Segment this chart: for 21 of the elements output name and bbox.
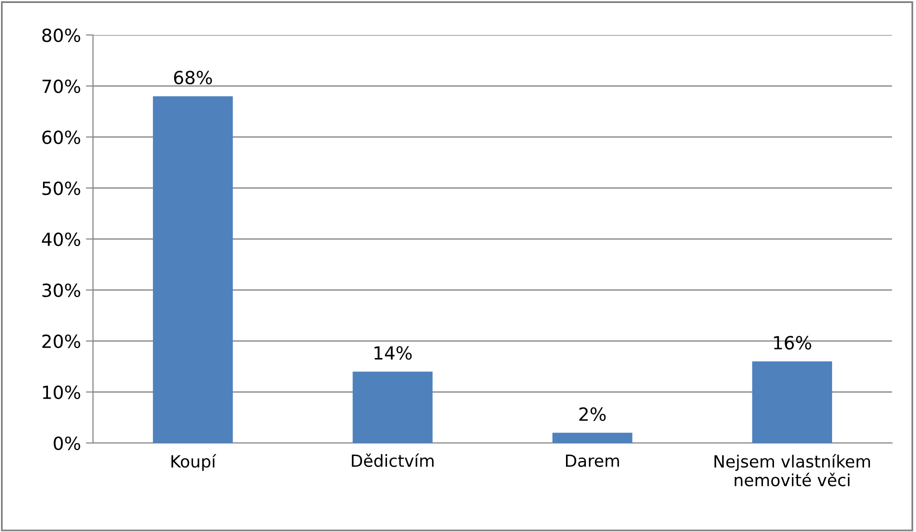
y-tick-label: 60%: [42, 130, 80, 144]
data-label: 14%: [374, 346, 412, 360]
y-tick-label: 10%: [43, 385, 80, 400]
y-tick-label: 50%: [42, 181, 80, 196]
data-label: 2%: [579, 407, 606, 421]
x-tick-label: Nejsem vlastníkem nemovité věci: [714, 454, 870, 486]
data-label: 16%: [774, 336, 812, 350]
x-tick-label: Darem: [566, 454, 619, 468]
data-label: 68%: [174, 70, 212, 84]
y-tick-label: 40%: [42, 232, 80, 246]
y-tick-label: 80%: [42, 28, 80, 42]
y-tick-label: 70%: [42, 79, 80, 94]
bar: [352, 372, 433, 443]
y-tick-label: 20%: [42, 334, 80, 348]
x-tick-label: Koupí: [171, 454, 216, 471]
bar: [152, 96, 233, 443]
y-tick-label: 30%: [42, 283, 80, 298]
bar: [752, 361, 832, 443]
y-tick-label: 0%: [54, 436, 80, 450]
bar: [552, 432, 632, 443]
x-tick-label: Dědictvím: [352, 453, 434, 468]
